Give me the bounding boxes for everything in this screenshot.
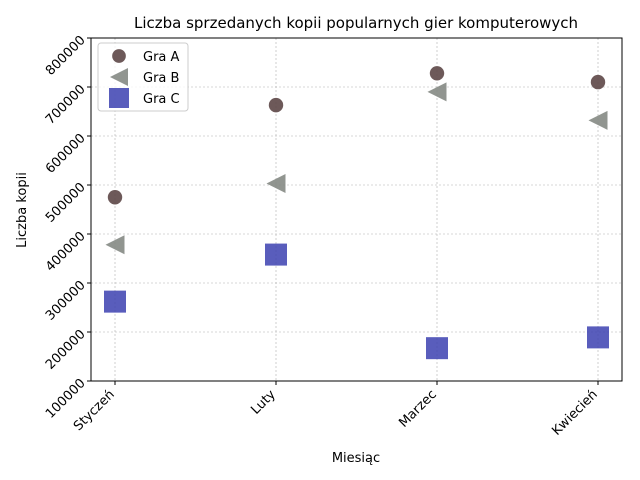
y-tick-label: 700000: [43, 82, 89, 128]
y-tick-label: 400000: [43, 229, 89, 275]
y-axis-label: Liczba kopii: [15, 172, 30, 248]
y-axis: 1000002000003000004000005000006000007000…: [43, 33, 91, 422]
y-tick-label: 800000: [43, 33, 89, 79]
legend-marker: [112, 49, 126, 63]
data-point: [266, 174, 286, 194]
chart-title: Liczba sprzedanych kopii popularnych gie…: [134, 14, 578, 32]
plot-frame: [90, 37, 623, 382]
data-point: [265, 243, 287, 266]
legend-label: Gra A: [143, 50, 180, 65]
x-tick-label: Luty: [248, 387, 279, 418]
y-tick-label: 300000: [43, 278, 89, 324]
legend: Gra A Gra B Gra C: [97, 42, 189, 112]
x-axis: Styczeń Luty Marzec Kwiecień: [71, 381, 601, 439]
legend-marker: [110, 68, 128, 86]
data-point: [105, 235, 125, 255]
legend-marker: [109, 88, 129, 108]
data-point: [429, 66, 445, 81]
y-tick-label: 200000: [43, 327, 89, 373]
y-tick-label: 600000: [43, 131, 89, 177]
data-point: [268, 97, 284, 113]
data-point: [588, 110, 608, 130]
data-marks: [104, 66, 609, 360]
data-point: [104, 290, 126, 313]
y-tick-label: 500000: [43, 180, 89, 226]
data-point: [426, 337, 448, 360]
data-point: [590, 74, 606, 90]
x-tick-label: Marzec: [396, 387, 439, 430]
x-axis-label: Miesiąc: [332, 451, 380, 466]
data-point: [107, 190, 123, 205]
legend-label: Gra C: [143, 92, 180, 107]
x-tick-label: Kwiecień: [549, 387, 600, 438]
data-point: [427, 82, 447, 102]
legend-label: Gra B: [143, 71, 179, 86]
data-point: [587, 326, 609, 349]
